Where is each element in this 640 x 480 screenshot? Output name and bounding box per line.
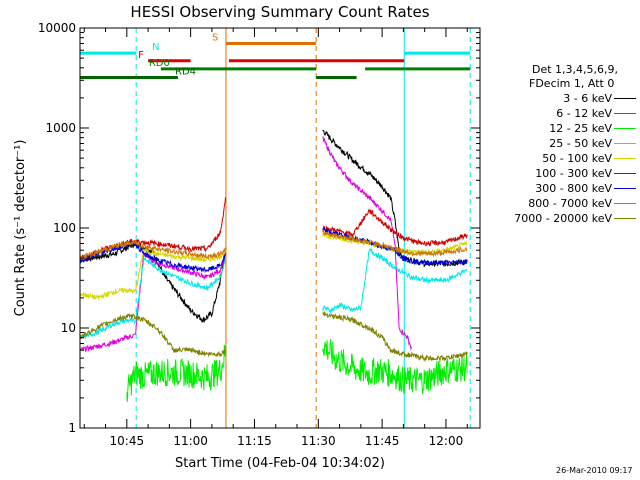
legend-label: 6 - 12 keV xyxy=(556,107,612,120)
legend-swatch xyxy=(614,203,636,204)
x-tick-label: 10:45 xyxy=(110,434,145,448)
series-line xyxy=(322,339,468,395)
series-line xyxy=(80,312,226,358)
series-line xyxy=(80,257,226,340)
flag-label: RD0 xyxy=(149,58,170,69)
legend-item: 50 - 100 keV xyxy=(500,152,640,165)
legend-swatch xyxy=(614,143,636,144)
series-line xyxy=(322,135,413,351)
legend-item: 100 - 300 keV xyxy=(500,167,640,180)
series-line xyxy=(322,247,468,315)
y-tick-label: 10 xyxy=(61,321,76,335)
x-tick-label: 11:15 xyxy=(237,434,272,448)
legend-item: 300 - 800 keV xyxy=(500,182,640,195)
legend-label: 25 - 50 keV xyxy=(549,137,612,150)
series-line xyxy=(80,246,226,301)
legend-item: 12 - 25 keV xyxy=(500,122,640,135)
legend-item: 7000 - 20000 keV xyxy=(500,212,640,225)
series-line xyxy=(80,239,226,261)
legend-swatch xyxy=(614,113,636,114)
legend-item: 3 - 6 keV xyxy=(500,92,640,105)
x-axis-label: Start Time (04-Feb-04 10:34:02) xyxy=(175,456,385,471)
series-line xyxy=(126,344,227,402)
legend-swatch xyxy=(614,158,636,159)
legend-swatch xyxy=(614,173,636,174)
y-tick-label: 10000 xyxy=(38,21,76,35)
legend-item: 6 - 12 keV xyxy=(500,107,640,120)
legend-label: 3 - 6 keV xyxy=(563,92,612,105)
legend-label: 50 - 100 keV xyxy=(542,152,612,165)
legend-swatch xyxy=(614,188,636,189)
legend-title-line-2: FDecim 1, Att 0 xyxy=(529,77,615,90)
flag-label: N xyxy=(152,42,159,53)
x-tick-label: 11:00 xyxy=(173,434,208,448)
axes: 10:45 11:00 11:15 11:30 11:45 12:00 1 10 100 1000… xyxy=(38,21,480,448)
y-tick-label: 1 xyxy=(68,421,76,435)
x-tick-label: 11:45 xyxy=(365,434,400,448)
flag-label: RD4 xyxy=(175,66,196,77)
legend-label: 800 - 7000 keV xyxy=(528,197,612,210)
plot-frame xyxy=(79,27,481,429)
y-tick-label: 1000 xyxy=(45,121,76,135)
series-line xyxy=(322,228,468,258)
legend-item: 800 - 7000 keV xyxy=(500,197,640,210)
legend-title-line-1: Det 1,3,4,5,6,9, xyxy=(532,63,619,76)
legend-label: 7000 - 20000 keV xyxy=(514,212,612,225)
legend-swatch xyxy=(614,98,636,99)
y-axis-label: Count Rate (s⁻¹ detector⁻¹) xyxy=(13,140,28,317)
y-tick-label: 100 xyxy=(53,221,76,235)
plot-area: N S F RD0 RD4 xyxy=(80,28,471,428)
legend-item: 25 - 50 keV xyxy=(500,137,640,150)
legend-label: 12 - 25 keV xyxy=(549,122,612,135)
legend-label: 100 - 300 keV xyxy=(535,167,612,180)
chart-title: HESSI Observing Summary Count Rates xyxy=(130,3,429,21)
x-tick-label: 11:30 xyxy=(301,434,336,448)
x-tick-label: 12:00 xyxy=(429,434,464,448)
legend-label: 300 - 800 keV xyxy=(535,182,612,195)
plot-content: N S F RD0 RD4 xyxy=(80,28,471,428)
legend-swatch xyxy=(614,128,636,129)
series-line xyxy=(80,249,226,353)
footer-timestamp: 26-Mar-2010 09:17 xyxy=(556,466,633,475)
legend-swatch xyxy=(614,218,636,219)
flag-label: S xyxy=(212,32,218,43)
series-line xyxy=(80,241,226,274)
flag-label: F xyxy=(138,50,144,61)
series-line xyxy=(80,197,226,261)
series-line xyxy=(322,208,468,247)
series-line xyxy=(322,311,468,363)
